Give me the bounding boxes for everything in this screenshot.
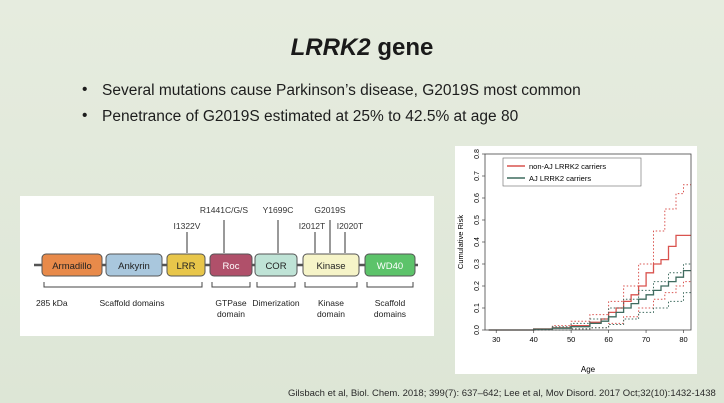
group-brackets [43, 282, 414, 288]
group-label: Dimerization [252, 298, 300, 308]
cumulative-risk-chart: 30 40 50 60 70 80 0.0 0.1 0.2 0.3 0.4 0.5 0.6 0.7 0.8… [455, 146, 697, 374]
group-label: GTPase [215, 298, 246, 308]
domain-box-cor [254, 253, 298, 277]
plot-area [488, 184, 691, 331]
domain-label: Roc [223, 261, 240, 272]
slide-title: LRRK2 gene [0, 34, 724, 62]
y-axis-label: Cumulative Risk [456, 215, 465, 269]
domain-box-armadillo [41, 253, 103, 277]
x-tick-label: 70 [642, 335, 650, 344]
x-tick-label: 30 [492, 335, 500, 344]
x-tick-label: 50 [567, 335, 575, 344]
y-tick-label: 0.7 [474, 171, 481, 181]
y-tick-label: 0.4 [474, 237, 481, 247]
title-gene-name: LRRK2 [290, 34, 371, 61]
mutation-ticks [186, 220, 346, 253]
confidence-band-line [488, 292, 691, 331]
domain-box-ankyrin [105, 253, 163, 277]
series-line [488, 234, 691, 331]
bullet-list: Several mutations cause Parkinson’s dise… [80, 81, 581, 134]
group-label: Kinase [318, 298, 344, 308]
domain-label: Ankyrin [118, 261, 150, 272]
legend-entry: AJ LRRK2 carriers [529, 174, 591, 183]
mutation-label: G2019S [314, 205, 346, 215]
domain-diagram: I1322V R1441C/G/S Y1699C G2019S I2012T I… [20, 196, 434, 336]
domain-label: COR [265, 261, 286, 272]
y-tick-label: 0.1 [474, 303, 481, 313]
group-label: domain [217, 309, 245, 319]
group-label: domain [317, 309, 345, 319]
domain-box-lrr [166, 253, 206, 277]
bullet-item: Several mutations cause Parkinson’s dise… [80, 81, 581, 100]
protein-size-label: 285 kDa [36, 298, 68, 308]
y-tick-label: 0.6 [474, 193, 481, 203]
x-tick-label: 80 [679, 335, 687, 344]
group-label: domains [374, 309, 406, 319]
x-tick-label: 40 [530, 335, 538, 344]
legend: non-AJ LRRK2 carriers AJ LRRK2 carriers [502, 157, 642, 187]
confidence-band-line [488, 263, 691, 331]
x-tick-label: 60 [604, 335, 612, 344]
series-line [488, 269, 691, 331]
mutation-label: I2020T [337, 221, 363, 231]
y-tick-label: 0.3 [474, 259, 481, 269]
y-axis: 0.0 0.1 0.2 0.3 0.4 0.5 0.6 0.7 0.8 [474, 149, 485, 335]
domain-label: Armadillo [52, 261, 92, 272]
mutation-label: I2012T [299, 221, 325, 231]
y-tick-label: 0.2 [474, 281, 481, 291]
y-tick-label: 0.5 [474, 215, 481, 225]
mutation-label: R1441C/G/S [200, 205, 249, 215]
legend-box [502, 157, 642, 187]
domain-box-kinase [302, 253, 360, 277]
citation: Gilsbach et al, Biol. Chem. 2018; 399(7)… [288, 388, 716, 399]
group-label: Scaffold [375, 298, 406, 308]
domain-diagram-svg: I1322V R1441C/G/S Y1699C G2019S I2012T I… [34, 205, 418, 319]
domain-box-wd40 [364, 253, 416, 277]
legend-entry: non-AJ LRRK2 carriers [529, 162, 606, 171]
domain-box-roc [209, 253, 253, 277]
y-tick-label: 0.0 [474, 325, 481, 335]
title-suffix: gene [370, 34, 434, 61]
chart-svg: 30 40 50 60 70 80 0.0 0.1 0.2 0.3 0.4 0.5 0.6 0.7 0.8… [456, 149, 692, 374]
y-tick-label: 0.8 [474, 149, 481, 159]
x-axis-label: Age [581, 365, 596, 374]
mutation-label: I1322V [174, 221, 201, 231]
domain-label: WD40 [377, 261, 403, 272]
domain-label: Kinase [316, 261, 345, 272]
x-axis: 30 40 50 60 70 80 [492, 330, 688, 344]
group-label: Scaffold domains [99, 298, 164, 308]
domain-label: LRR [176, 261, 195, 272]
mutation-label: Y1699C [263, 205, 294, 215]
bullet-item: Penetrance of G2019S estimated at 25% to… [80, 107, 581, 126]
